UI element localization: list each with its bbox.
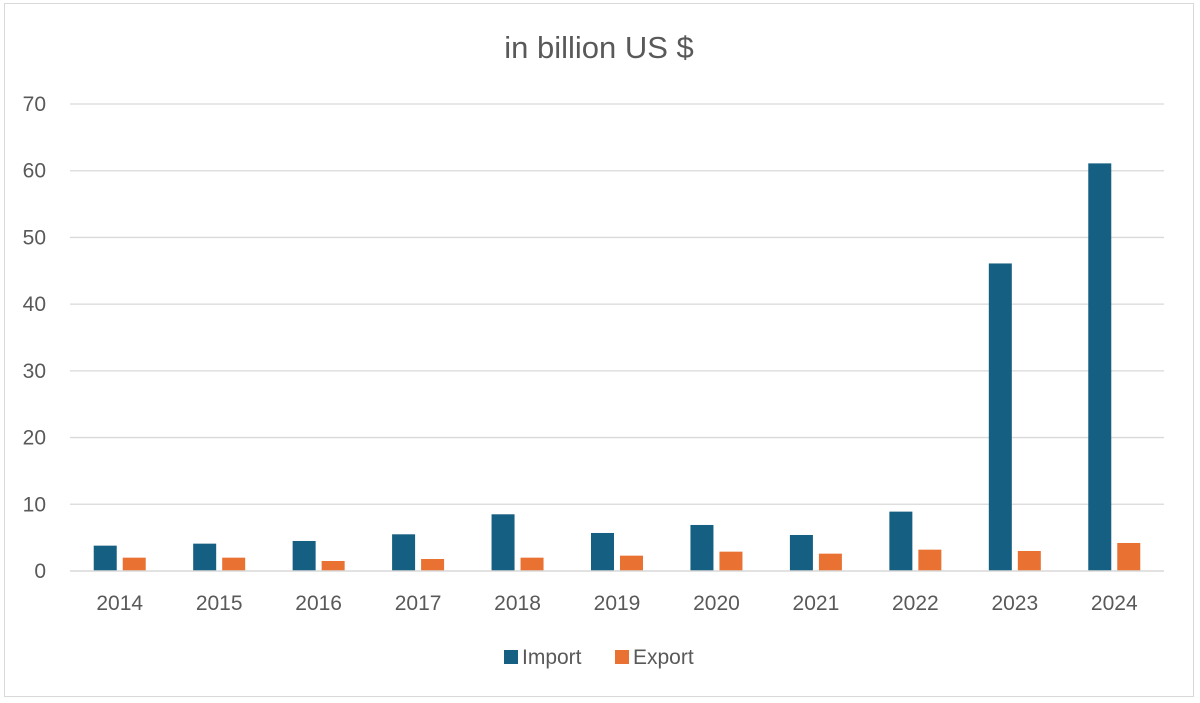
chart-title: in billion US $ — [504, 30, 694, 65]
bar-export-2016 — [321, 560, 345, 571]
x-tick-label: 2019 — [594, 592, 641, 615]
x-tick-label: 2018 — [494, 592, 541, 615]
legend-label-export: Export — [633, 646, 694, 669]
x-tick-label: 2017 — [395, 592, 442, 615]
bar-import-2015 — [193, 543, 217, 571]
y-axis-ticks: 0 10 20 30 40 50 60 70 — [23, 93, 46, 583]
bar-import-2018 — [491, 514, 515, 571]
bar-export-2017 — [421, 558, 445, 571]
y-tick-label: 60 — [23, 160, 46, 183]
y-tick-label: 40 — [23, 293, 46, 316]
gridlines — [70, 103, 1164, 505]
bar-export-2018 — [520, 557, 544, 571]
bars — [93, 163, 1141, 571]
bar-import-2017 — [392, 534, 416, 571]
y-tick-label: 50 — [23, 226, 46, 249]
x-tick-label: 2015 — [196, 592, 243, 615]
bar-import-2021 — [789, 534, 813, 571]
bar-export-2022 — [918, 549, 942, 571]
x-tick-label: 2024 — [1091, 592, 1138, 615]
bar-export-2024 — [1117, 542, 1141, 571]
y-tick-label: 70 — [23, 93, 46, 116]
bar-export-2021 — [818, 553, 842, 571]
x-tick-label: 2022 — [892, 592, 939, 615]
x-tick-label: 2014 — [96, 592, 143, 615]
y-tick-label: 30 — [23, 360, 46, 383]
bar-export-2015 — [222, 557, 246, 571]
legend: Import Export — [504, 646, 694, 669]
bar-import-2023 — [988, 263, 1012, 571]
x-tick-label: 2016 — [295, 592, 342, 615]
bar-export-2023 — [1017, 550, 1041, 571]
bar-import-2020 — [690, 524, 714, 571]
x-tick-label: 2023 — [991, 592, 1038, 615]
bar-export-2020 — [719, 551, 743, 571]
bar-export-2019 — [620, 555, 643, 571]
legend-label-import: Import — [522, 646, 582, 669]
bar-import-2019 — [591, 532, 614, 571]
y-tick-label: 0 — [34, 560, 46, 583]
bar-import-2014 — [93, 545, 117, 571]
bar-import-2022 — [889, 511, 913, 571]
y-tick-label: 20 — [23, 427, 46, 450]
bar-import-2016 — [292, 540, 316, 571]
legend-swatch-export — [615, 650, 629, 664]
legend-swatch-import — [504, 650, 518, 664]
x-tick-label: 2020 — [693, 592, 740, 615]
y-tick-label: 10 — [23, 493, 46, 516]
bar-export-2014 — [122, 557, 146, 571]
bar-import-2024 — [1088, 163, 1112, 571]
x-axis-ticks: 2014 2015 2016 2017 2018 2019 2020 2021 2022 2023… — [96, 592, 1138, 615]
x-tick-label: 2021 — [793, 592, 840, 615]
